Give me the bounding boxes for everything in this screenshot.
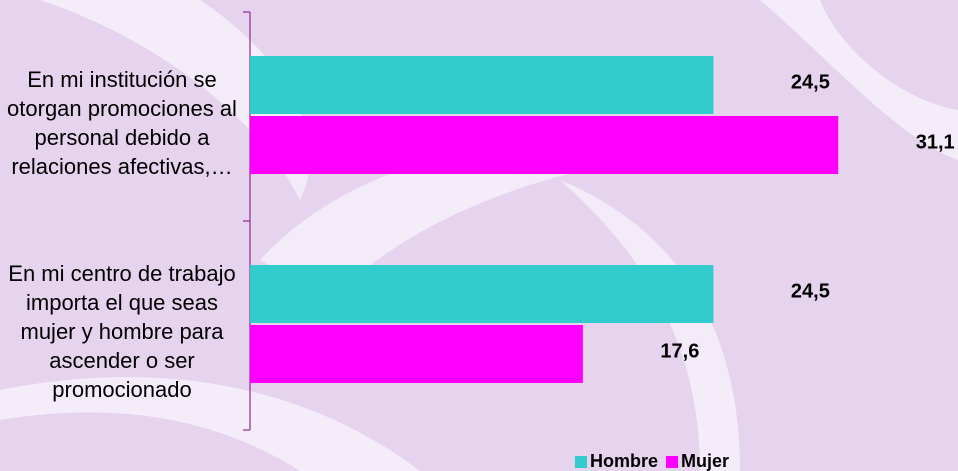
category-label: En mi centro de trabajo importa el que s… bbox=[8, 261, 236, 402]
legend-swatch bbox=[575, 456, 587, 468]
value-label: 17,6 bbox=[660, 340, 699, 362]
value-label: 24,5 bbox=[791, 280, 830, 302]
value-label: 31,1 bbox=[916, 131, 955, 153]
category-label: En mi institución se otorgan promociones… bbox=[7, 66, 237, 179]
legend-label: Hombre bbox=[590, 451, 658, 471]
legend-swatch bbox=[666, 456, 679, 468]
value-label: 24,5 bbox=[791, 71, 830, 93]
bar bbox=[250, 265, 714, 323]
bar bbox=[250, 116, 839, 174]
bar bbox=[250, 325, 583, 383]
legend-label: Mujer bbox=[681, 451, 729, 471]
bar bbox=[250, 56, 714, 114]
